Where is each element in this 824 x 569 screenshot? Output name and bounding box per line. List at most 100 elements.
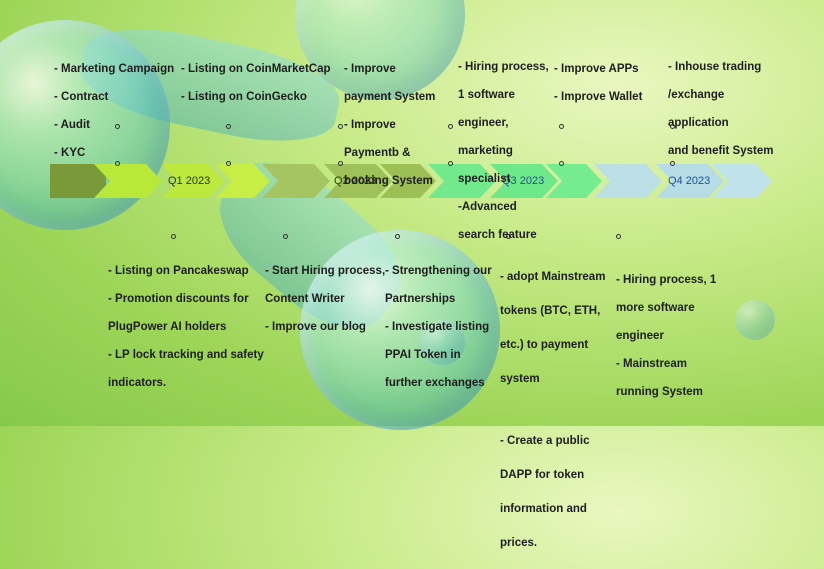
- milestone-bottom-5: - Hiring process, 1 more software engine…: [616, 259, 716, 413]
- milestone-line: - Inhouse trading: [668, 61, 762, 73]
- milestone-line: - Improve Wallet: [554, 91, 643, 103]
- milestone-line: search feature: [458, 229, 537, 241]
- connector-dot: [115, 124, 120, 129]
- milestone-bottom-4: - adopt Mainstream tokens (BTC, ETH, etc…: [500, 252, 605, 569]
- connector-dot: [338, 124, 343, 129]
- milestone-bottom-3: - Strengthening our Partnerships - Inves…: [385, 250, 492, 404]
- connector-dot: [338, 161, 343, 166]
- connector-dot: [670, 161, 675, 166]
- milestone-line: -Advanced: [458, 201, 517, 213]
- milestone-line: - Hiring process, 1: [616, 274, 717, 286]
- milestone-line: PlugPower AI holders: [108, 321, 227, 333]
- q2-arrow-c: [380, 164, 436, 198]
- connector-dot: [448, 161, 453, 166]
- milestone-line: and benefit System: [668, 145, 774, 157]
- milestone-line: application: [668, 117, 729, 129]
- milestone-bottom-1: - Listing on Pancakeswap - Promotion dis…: [108, 250, 264, 404]
- milestone-line: marketing: [458, 145, 513, 157]
- milestone-line: indicators.: [108, 377, 167, 389]
- connector-dot: [559, 124, 564, 129]
- milestone-top-3: - Improve payment System - Improve Payme…: [344, 48, 435, 202]
- connector-dot: [226, 161, 231, 166]
- milestone-line: PPAI Token in: [385, 349, 461, 361]
- milestone-line: information and: [500, 503, 587, 515]
- milestone-line: Content Writer: [265, 293, 345, 305]
- q4-arrow-b: [656, 164, 724, 198]
- roadmap-timeline: Q1 2023 Q2 2023 Q3 2023 Q4 2023: [50, 164, 780, 198]
- quarter-label-q3: Q3 2023: [502, 175, 545, 187]
- milestone-line: - Listing on CoinMarketCap: [181, 63, 331, 75]
- milestone-line: - Contract: [54, 91, 109, 103]
- milestone-line: - Listing on CoinGecko: [181, 91, 307, 103]
- milestone-line: /exchange: [668, 89, 725, 101]
- milestone-line: booking System: [344, 175, 433, 187]
- q3-arrow-b: [490, 164, 558, 198]
- quarter-label-q1: Q1 2023: [168, 175, 211, 187]
- milestone-line: further exchanges: [385, 377, 485, 389]
- milestone-line: engineer: [616, 330, 664, 342]
- milestone-bottom-2: - Start Hiring process, Content Writer -…: [265, 250, 385, 348]
- milestone-line: Partnerships: [385, 293, 456, 305]
- connector-dot: [395, 234, 400, 239]
- milestone-top-5: - Improve APPs - Improve Wallet: [554, 48, 642, 118]
- milestone-line: - LP lock tracking and safety: [108, 349, 264, 361]
- timeline-start-segment: [50, 164, 106, 198]
- milestone-line: running System: [616, 386, 703, 398]
- milestone-line: DAPP for token: [500, 469, 585, 481]
- milestone-top-4: - Hiring process, 1 software engineer, m…: [458, 46, 549, 256]
- milestone-line: - adopt Mainstream: [500, 271, 606, 283]
- q2-arrow-a: [262, 164, 330, 198]
- q1-arrow-b: [162, 164, 224, 198]
- milestone-line: specialist: [458, 173, 511, 185]
- milestone-line: - Improve: [344, 119, 396, 131]
- milestone-line: - Hiring process,: [458, 61, 549, 73]
- milestone-top-1: - Marketing Campaign - Contract - Audit …: [54, 48, 174, 174]
- milestone-line: payment System: [344, 91, 436, 103]
- bubble-small-right: [735, 300, 775, 340]
- q1-arrow-a: [94, 164, 162, 198]
- milestone-line: 1 software: [458, 89, 515, 101]
- timeline-arrows: [50, 164, 772, 198]
- bubble-small-bottom: [420, 320, 465, 365]
- connector-dot: [448, 124, 453, 129]
- milestone-line: system: [500, 373, 540, 385]
- connector-dot: [226, 124, 231, 129]
- q4-arrow-a: [594, 164, 662, 198]
- connector-dot: [283, 234, 288, 239]
- milestone-spacer: [500, 405, 605, 416]
- q2-arrow-b: [324, 164, 392, 198]
- milestone-line: tokens (BTC, ETH,: [500, 305, 601, 317]
- milestone-top-2: - Listing on CoinMarketCap - Listing on …: [181, 48, 331, 118]
- milestone-line: - Mainstream: [616, 358, 687, 370]
- milestone-line: - Listing on Pancakeswap: [108, 265, 249, 277]
- milestone-top-6: - Inhouse trading /exchange application …: [668, 46, 773, 172]
- milestone-line: prices.: [500, 537, 538, 549]
- connector-dot: [670, 124, 675, 129]
- connector-dot: [171, 234, 176, 239]
- quarter-label-q2: Q2 2023: [334, 175, 377, 187]
- milestone-line: - Improve: [344, 63, 396, 75]
- milestone-line: etc.) to payment: [500, 339, 589, 351]
- milestone-line: - Improve APPs: [554, 63, 639, 75]
- milestone-line: - Start Hiring process,: [265, 265, 386, 277]
- milestone-line: engineer,: [458, 117, 509, 129]
- connector-dot: [559, 161, 564, 166]
- q1-arrow-c: [216, 164, 270, 198]
- milestone-line: - Audit: [54, 119, 90, 131]
- q3-arrow-a: [428, 164, 496, 198]
- milestone-line: - Investigate listing: [385, 321, 490, 333]
- milestone-line: - Promotion discounts for: [108, 293, 249, 305]
- connector-dot: [616, 234, 621, 239]
- bubble-bottom-mid: [300, 230, 500, 430]
- connector-dot: [115, 161, 120, 166]
- milestone-line: - Strengthening our: [385, 265, 492, 277]
- quarter-label-q4: Q4 2023: [668, 175, 711, 187]
- milestone-line: Paymentb &: [344, 147, 411, 159]
- milestone-line: more software: [616, 302, 695, 314]
- milestone-line: - Create a public: [500, 435, 590, 447]
- connector-dot: [506, 234, 511, 239]
- q3-arrow-c: [546, 164, 602, 198]
- milestone-line: - Marketing Campaign: [54, 63, 175, 75]
- milestone-line: - KYC: [54, 147, 86, 159]
- milestone-line: - Improve our blog: [265, 321, 366, 333]
